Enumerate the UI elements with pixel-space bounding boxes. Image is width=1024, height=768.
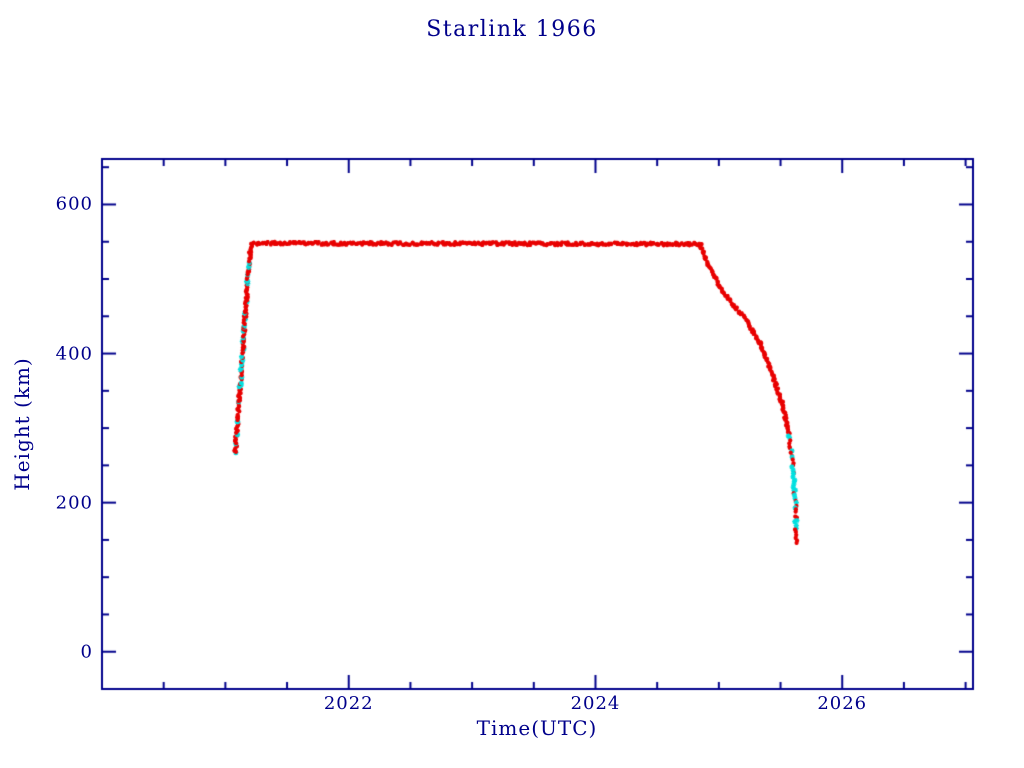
x-axis-label: Time(UTC) xyxy=(476,716,598,740)
x-tick-label-2024: 2024 xyxy=(570,693,621,714)
y-axis-label: Height (km) xyxy=(10,357,34,491)
x-tick-label-2026: 2026 xyxy=(817,693,868,714)
chart-title: Starlink 1966 xyxy=(426,17,598,42)
y-tick-label-0: 0 xyxy=(80,641,93,663)
y-tick-label-400: 400 xyxy=(55,343,93,365)
x-tick-label-2022: 2022 xyxy=(323,693,374,714)
y-tick-label-600: 600 xyxy=(55,193,93,215)
y-tick-label-200: 200 xyxy=(55,492,93,514)
